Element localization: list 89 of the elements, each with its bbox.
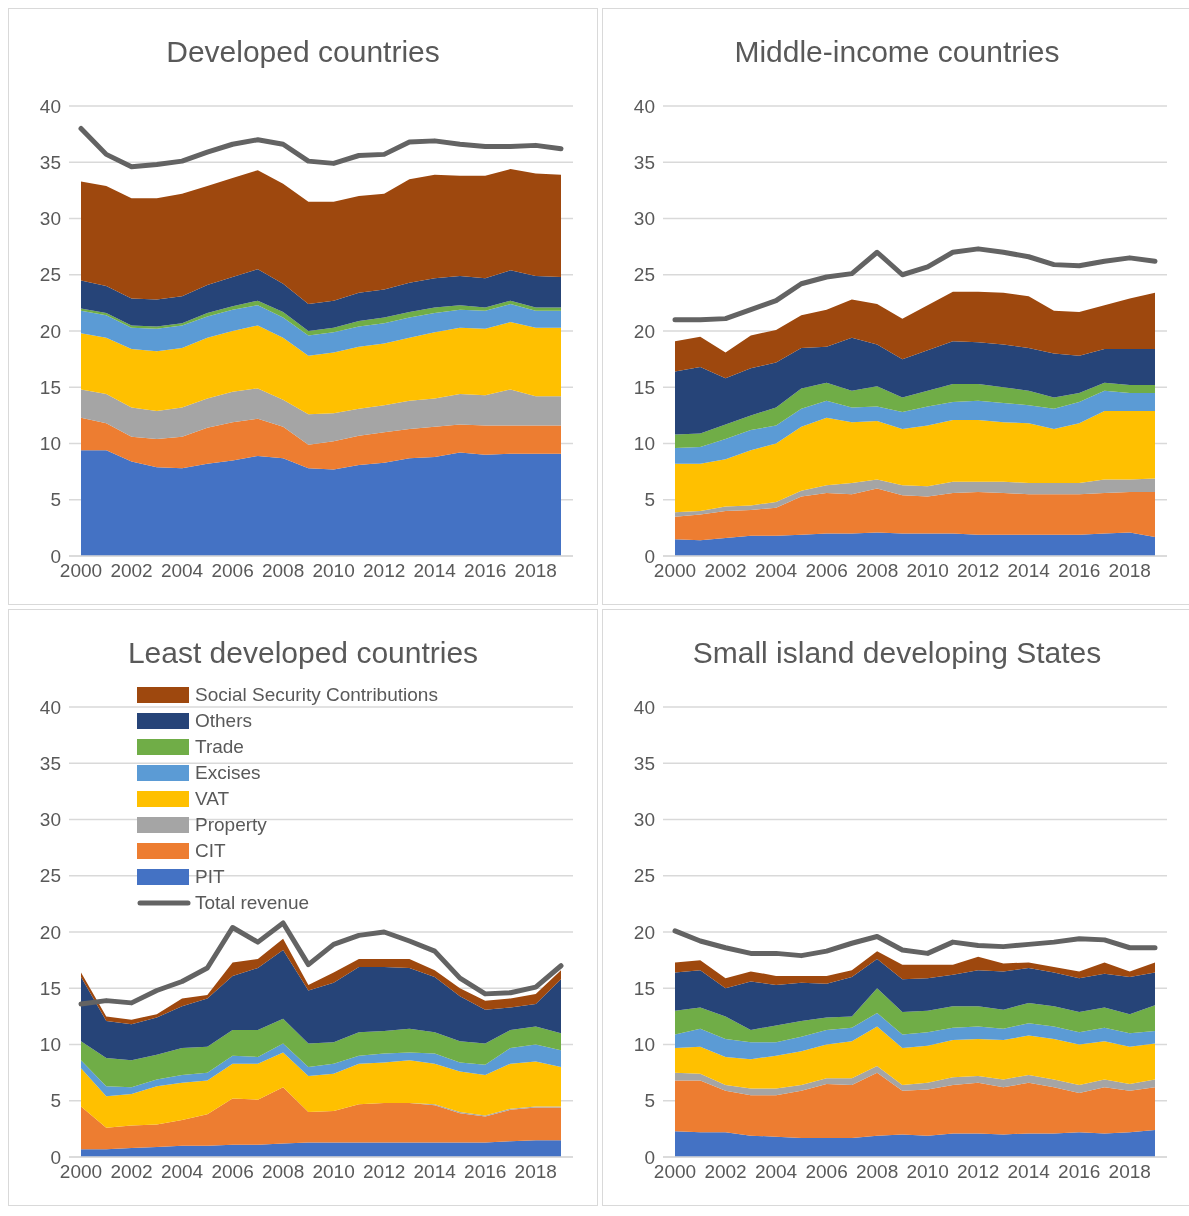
y-tick-label: 30 (633, 809, 655, 831)
y-tick-label: 25 (39, 865, 61, 887)
x-tick-label: 2012 (957, 1161, 1000, 1183)
y-tick-label: 0 (50, 1146, 61, 1168)
legend-label: Social Security Contributions (195, 684, 438, 706)
x-tick-label: 2016 (1058, 560, 1101, 582)
x-tick-label: 2002 (110, 1161, 153, 1183)
y-tick-label: 15 (39, 977, 61, 999)
x-tick-label: 2004 (160, 560, 204, 582)
x-tick-label: 2000 (59, 560, 103, 582)
x-tick-label: 2008 (261, 560, 305, 582)
y-tick-label: 0 (644, 1146, 655, 1168)
x-tick-label: 2014 (413, 560, 457, 582)
y-tick-label: 0 (50, 545, 61, 567)
x-tick-label: 2010 (906, 560, 949, 582)
y-tick-label: 30 (633, 208, 655, 230)
x-tick-label: 2008 (261, 1161, 305, 1183)
y-tick-label: 35 (39, 151, 61, 173)
x-tick-label: 2016 (464, 1161, 507, 1183)
y-tick-label: 10 (39, 433, 61, 455)
x-tick-label: 2002 (704, 560, 747, 582)
legend-label: Property (195, 814, 267, 836)
x-tick-label: 2004 (160, 1161, 204, 1183)
x-tick-label: 2010 (312, 1161, 355, 1183)
x-tick-label: 2014 (1007, 1161, 1051, 1183)
x-tick-label: 2010 (312, 560, 355, 582)
y-tick-label: 10 (39, 1034, 61, 1056)
y-tick-label: 10 (633, 1034, 655, 1056)
x-tick-label: 2006 (805, 1161, 848, 1183)
x-tick-label: 2000 (59, 1161, 103, 1183)
y-tick-label: 15 (633, 977, 655, 999)
chart-title: Middle-income countries (733, 33, 1061, 70)
y-tick-label: 40 (633, 696, 655, 718)
y-tick-label: 20 (633, 320, 655, 342)
x-tick-label: 2018 (514, 1161, 557, 1183)
y-tick-label: 10 (633, 433, 655, 455)
x-tick-label: 2006 (211, 560, 254, 582)
y-tick-label: 15 (633, 376, 655, 398)
x-tick-label: 2012 (363, 1161, 406, 1183)
x-tick-label: 2012 (957, 560, 1000, 582)
x-tick-label: 2000 (653, 560, 697, 582)
y-tick-label: 5 (50, 1090, 61, 1112)
y-tick-label: 5 (50, 489, 61, 511)
y-tick-label: 30 (39, 208, 61, 230)
x-tick-label: 2000 (653, 1161, 697, 1183)
y-tick-label: 35 (633, 151, 655, 173)
legend-label: Total revenue (195, 892, 310, 914)
y-tick-label: 40 (39, 95, 61, 117)
x-tick-label: 2018 (1108, 1161, 1151, 1183)
chart-title: Small island developing States (691, 634, 1103, 671)
y-tick-label: 25 (633, 865, 655, 887)
x-tick-label: 2018 (514, 560, 557, 582)
x-tick-label: 2016 (1058, 1161, 1101, 1183)
x-tick-label: 2016 (464, 560, 507, 582)
y-tick-label: 35 (633, 752, 655, 774)
x-tick-label: 2004 (754, 560, 798, 582)
y-tick-label: 0 (644, 545, 655, 567)
x-tick-label: 2012 (363, 560, 406, 582)
y-tick-label: 40 (633, 95, 655, 117)
y-tick-label: 5 (644, 1090, 655, 1112)
legend-label: Others (195, 710, 253, 732)
x-tick-label: 2010 (906, 1161, 949, 1183)
y-tick-label: 20 (39, 320, 61, 342)
y-tick-label: 25 (633, 264, 655, 286)
x-tick-label: 2006 (211, 1161, 254, 1183)
x-tick-label: 2014 (413, 1161, 457, 1183)
y-tick-label: 20 (633, 921, 655, 943)
x-tick-label: 2006 (805, 560, 848, 582)
y-tick-label: 25 (39, 264, 61, 286)
x-tick-label: 2018 (1108, 560, 1151, 582)
legend-label: VAT (195, 788, 230, 810)
legend-label: CIT (195, 840, 226, 862)
x-tick-label: 2008 (855, 560, 899, 582)
chart-title: Least developed countries (127, 635, 479, 669)
legend-label: PIT (195, 866, 225, 888)
x-tick-label: 2002 (704, 1161, 747, 1183)
y-tick-label: 30 (39, 809, 61, 831)
y-tick-label: 15 (39, 376, 61, 398)
y-tick-label: 20 (39, 921, 61, 943)
y-tick-label: 5 (644, 489, 655, 511)
x-tick-label: 2004 (754, 1161, 798, 1183)
x-tick-label: 2014 (1007, 560, 1051, 582)
chart-title: Developed countries (165, 33, 441, 70)
y-tick-label: 35 (39, 752, 61, 774)
x-tick-label: 2008 (855, 1161, 899, 1183)
legend-label: Excises (195, 762, 261, 784)
x-tick-label: 2002 (110, 560, 153, 582)
y-tick-label: 40 (39, 696, 61, 718)
legend-label: Trade (195, 736, 244, 758)
